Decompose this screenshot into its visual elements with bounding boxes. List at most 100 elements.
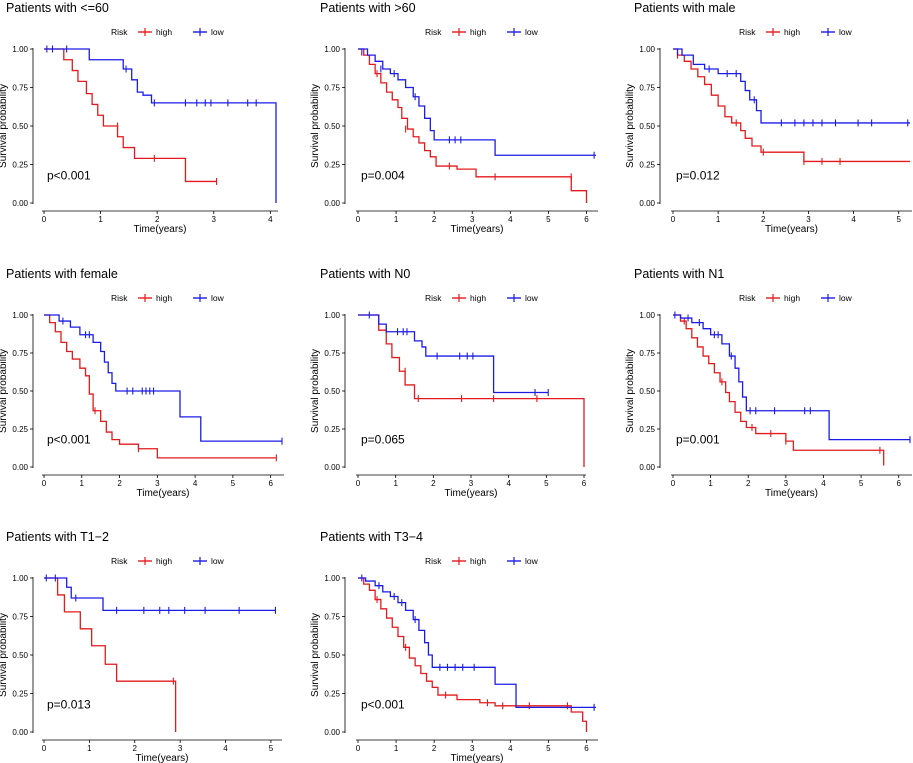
legend: Risk high low — [111, 556, 225, 566]
y-tick-label: 0.25 — [324, 425, 340, 434]
x-tick-label: 5 — [544, 479, 549, 488]
legend-label-low: low — [211, 27, 225, 37]
legend: Risk high low — [425, 27, 539, 37]
y-axis-label: Survival probability — [0, 613, 9, 697]
legend-title: Risk — [425, 27, 442, 37]
km-panel-8: Patients with T3−4 Risk high low 0.00 0.25 0.5… — [310, 530, 598, 763]
x-tick-label: 2 — [432, 744, 437, 753]
y-tick-label: 0.75 — [324, 349, 340, 358]
x-tick-label: 2 — [155, 215, 160, 224]
y-tick-label: 0.00 — [324, 463, 340, 472]
km-panel-4: Patients with female Risk high low 0.00 0.25 0… — [0, 267, 284, 499]
km-curve-low — [44, 577, 276, 611]
x-tick-label: 1 — [393, 479, 398, 488]
y-tick-label: 1.00 — [12, 45, 28, 54]
x-tick-label: 5 — [231, 479, 236, 488]
y-tick-label: 0.00 — [12, 199, 28, 208]
x-axis-label: Time(years) — [451, 753, 504, 763]
y-tick-label: 0.50 — [324, 651, 340, 660]
legend-label-high: high — [470, 293, 486, 303]
x-tick-label: 5 — [859, 479, 864, 488]
x-tick-label: 1 — [80, 479, 85, 488]
x-axis-label: Time(years) — [765, 224, 818, 235]
x-tick-label: 1 — [708, 479, 713, 488]
panel-title: Patients with female — [6, 267, 118, 281]
km-panel-2: Patients with >60 Risk high low 0.00 0.25 0.50… — [310, 1, 598, 235]
x-tick-label: 6 — [584, 744, 589, 753]
y-axis-label: Survival probability — [310, 349, 321, 433]
km-panel-1: Patients with <=60 Risk high low 0.00 0.25 0.5… — [0, 1, 278, 235]
x-tick-label: 3 — [178, 744, 183, 753]
km-panel-7: Patients with T1−2 Risk high low 0.00 0.25 0.5… — [0, 530, 282, 763]
y-tick-label: 0.00 — [12, 463, 28, 472]
x-tick-label: 4 — [193, 479, 198, 488]
y-tick-label: 0.00 — [324, 199, 340, 208]
y-tick-label: 1.00 — [12, 574, 28, 583]
y-tick-label: 0.25 — [324, 690, 340, 699]
x-tick-label: 1 — [716, 215, 721, 224]
x-tick-label: 3 — [469, 479, 474, 488]
x-tick-label: 4 — [508, 744, 513, 753]
x-tick-label: 6 — [584, 215, 589, 224]
legend-label-high: high — [784, 27, 800, 37]
km-curve-high — [358, 577, 588, 732]
p-value: p<0.001 — [361, 697, 405, 711]
legend-title: Risk — [111, 293, 128, 303]
p-value: p=0.001 — [676, 433, 720, 447]
y-tick-label: 0.50 — [324, 387, 340, 396]
km-panel-5: Patients with N0 Risk high low 0.00 0.25 0.50 0… — [310, 267, 587, 499]
legend: Risk high low — [425, 556, 539, 566]
p-value: p<0.001 — [47, 168, 91, 182]
legend-label-low: low — [839, 27, 853, 37]
x-tick-label: 3 — [784, 479, 789, 488]
x-tick-label: 2 — [431, 479, 436, 488]
panel-title: Patients with N0 — [320, 267, 410, 281]
y-tick-label: 1.00 — [324, 45, 340, 54]
x-axis-label: Time(years) — [765, 488, 818, 499]
km-curve-low — [673, 314, 910, 441]
x-tick-label: 3 — [212, 215, 217, 224]
y-tick-label: 0.25 — [12, 161, 28, 170]
y-tick-label: 0.50 — [639, 122, 655, 131]
km-curve-high — [673, 48, 910, 163]
km-curve-low — [44, 48, 277, 203]
y-tick-label: 1.00 — [324, 311, 340, 320]
panel-title: Patients with >60 — [320, 1, 416, 15]
km-curve-low — [44, 314, 282, 442]
y-tick-label: 0.75 — [324, 84, 340, 93]
x-tick-label: 6 — [896, 479, 901, 488]
y-axis-label: Survival probability — [310, 613, 321, 697]
x-tick-label: 3 — [470, 744, 475, 753]
x-tick-label: 0 — [42, 744, 47, 753]
legend-label-low: low — [839, 293, 853, 303]
x-tick-label: 4 — [268, 215, 273, 224]
legend-label-low: low — [525, 293, 539, 303]
x-tick-label: 4 — [821, 479, 826, 488]
legend: Risk high low — [111, 293, 225, 303]
x-tick-label: 4 — [506, 479, 511, 488]
y-tick-label: 0.00 — [639, 463, 655, 472]
y-tick-label: 0.25 — [639, 161, 655, 170]
x-axis-label: Time(years) — [137, 488, 190, 499]
y-tick-label: 0.50 — [324, 122, 340, 131]
y-tick-label: 0.25 — [639, 425, 655, 434]
x-tick-label: 6 — [582, 479, 587, 488]
y-tick-label: 0.50 — [639, 387, 655, 396]
y-tick-label: 0.75 — [639, 84, 655, 93]
y-tick-label: 0.75 — [12, 613, 28, 622]
km-curve-low — [673, 48, 910, 124]
y-tick-label: 0.50 — [12, 651, 28, 660]
km-curve-high — [44, 314, 277, 459]
y-tick-label: 0.00 — [12, 728, 28, 737]
legend-label-high: high — [784, 293, 800, 303]
y-tick-label: 1.00 — [639, 311, 655, 320]
legend-title: Risk — [739, 27, 756, 37]
y-tick-label: 0.75 — [12, 84, 28, 93]
x-tick-label: 5 — [269, 744, 274, 753]
y-tick-label: 0.25 — [12, 690, 28, 699]
legend: Risk high low — [425, 293, 539, 303]
x-tick-label: 0 — [42, 479, 47, 488]
x-tick-label: 4 — [851, 215, 856, 224]
legend-title: Risk — [111, 27, 128, 37]
